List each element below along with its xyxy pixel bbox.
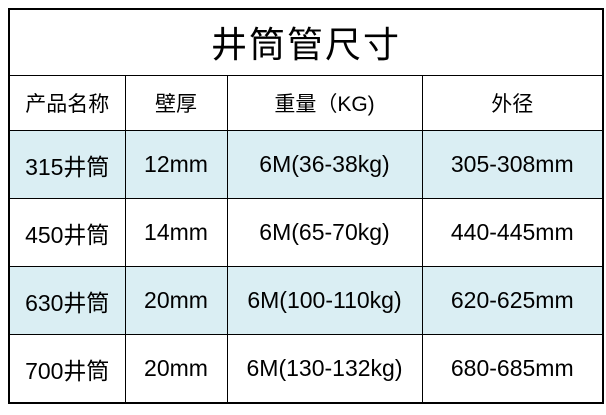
table-title-row: 井筒管尺寸: [8, 8, 604, 76]
cell-product-name: 700井筒: [8, 334, 126, 404]
table-header-row: 产品名称 壁厚 重量（KG) 外径: [8, 74, 604, 132]
table-row: 450井筒 14mm 6M(65-70kg) 440-445mm: [8, 198, 604, 268]
cell-weight: 6M(65-70kg): [226, 198, 423, 268]
header-product-name: 产品名称: [8, 74, 126, 132]
cell-outer-diameter: 620-625mm: [421, 266, 604, 336]
cell-weight: 6M(36-38kg): [226, 130, 423, 200]
cell-wall-thickness: 12mm: [124, 130, 228, 200]
header-weight: 重量（KG): [226, 74, 423, 132]
cell-product-name: 315井筒: [8, 130, 126, 200]
cell-wall-thickness: 20mm: [124, 266, 228, 336]
cell-wall-thickness: 14mm: [124, 198, 228, 268]
table-title: 井筒管尺寸: [8, 8, 604, 76]
cell-weight: 6M(100-110kg): [226, 266, 423, 336]
cell-wall-thickness: 20mm: [124, 334, 228, 404]
table-row: 630井筒 20mm 6M(100-110kg) 620-625mm: [8, 266, 604, 336]
header-wall-thickness: 壁厚: [124, 74, 228, 132]
cell-product-name: 450井筒: [8, 198, 126, 268]
spec-table: 井筒管尺寸 产品名称 壁厚 重量（KG) 外径 315井筒 12mm 6M(36…: [8, 8, 605, 404]
cell-outer-diameter: 440-445mm: [421, 198, 604, 268]
cell-outer-diameter: 680-685mm: [421, 334, 604, 404]
cell-weight: 6M(130-132kg): [226, 334, 423, 404]
cell-product-name: 630井筒: [8, 266, 126, 336]
cell-outer-diameter: 305-308mm: [421, 130, 604, 200]
table-row: 700井筒 20mm 6M(130-132kg) 680-685mm: [8, 334, 604, 404]
header-outer-diameter: 外径: [421, 74, 604, 132]
table-row: 315井筒 12mm 6M(36-38kg) 305-308mm: [8, 130, 604, 200]
